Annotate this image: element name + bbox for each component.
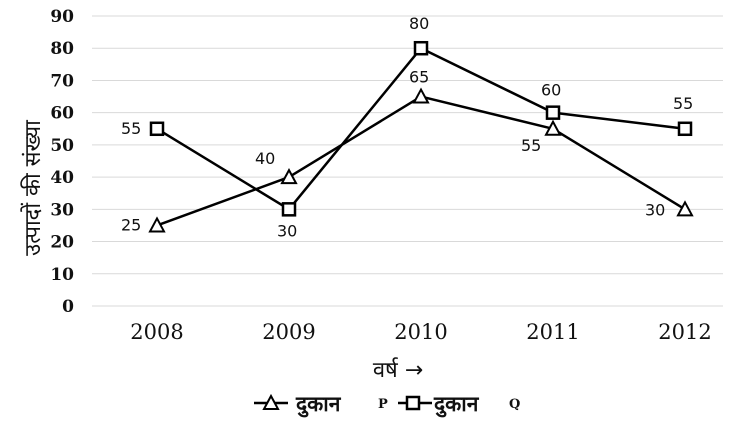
y-axis-title: उत्पादों की संख्या — [20, 120, 46, 256]
y-tick-40: 40 — [50, 168, 74, 188]
data-label-p-2008: 25 — [121, 215, 141, 234]
x-tick-2009: 2009 — [262, 320, 315, 344]
marker-p-2008 — [148, 216, 166, 233]
legend-marker-p — [262, 393, 280, 410]
y-tick-30: 30 — [50, 200, 74, 220]
marker-q-2009 — [281, 202, 297, 217]
legend-tag-p: P — [378, 397, 388, 412]
data-label-p-2009: 40 — [255, 149, 275, 168]
data-label-q-2010: 80 — [409, 14, 429, 33]
y-tick-labels: 0 10 20 30 40 50 60 70 80 90 — [50, 7, 74, 317]
data-label-q-2009: 30 — [277, 221, 297, 240]
data-label-p-2010: 65 — [409, 68, 429, 87]
data-label-q-2012: 55 — [673, 94, 693, 113]
y-tick-80: 80 — [50, 39, 74, 59]
y-tick-0: 0 — [62, 297, 74, 317]
legend-tag-q: Q — [509, 397, 520, 412]
x-axis-title: वर्ष → — [373, 357, 423, 383]
marker-p-2012 — [676, 200, 694, 217]
data-label-p-2011: 55 — [521, 136, 541, 155]
marker-q-2008 — [149, 121, 165, 137]
legend: दुकान P दुकान Q — [254, 392, 520, 418]
x-tick-labels: 2008 2009 2010 2011 2012 — [130, 320, 711, 344]
y-tick-60: 60 — [50, 104, 74, 124]
x-tick-2008: 2008 — [130, 320, 183, 344]
data-label-q-2011: 60 — [541, 81, 561, 100]
y-tick-20: 20 — [50, 233, 74, 253]
series-line-p — [156, 95, 686, 227]
legend-label-p: दुकान — [295, 392, 342, 418]
marker-q-2012 — [677, 121, 693, 137]
y-tick-90: 90 — [50, 7, 74, 27]
legend-marker-q — [405, 395, 421, 411]
marker-p-2010 — [412, 87, 430, 104]
data-label-q-2008: 55 — [121, 119, 141, 138]
grid-lines — [92, 15, 723, 307]
legend-label-q: दुकान — [433, 392, 480, 418]
marker-p-2009 — [280, 168, 298, 185]
marker-q-2011 — [545, 105, 561, 120]
data-labels: 25 40 65 55 30 55 30 80 60 55 — [121, 14, 693, 240]
marker-q-2010 — [413, 40, 429, 56]
x-tick-2012: 2012 — [658, 320, 711, 344]
marker-p-2011 — [544, 119, 562, 136]
series-lines — [148, 40, 694, 233]
x-tick-2011: 2011 — [526, 320, 579, 344]
y-tick-50: 50 — [50, 136, 74, 156]
data-label-p-2012: 30 — [645, 200, 665, 219]
y-tick-70: 70 — [50, 71, 74, 91]
y-tick-10: 10 — [50, 265, 74, 285]
x-tick-2010: 2010 — [394, 320, 447, 344]
